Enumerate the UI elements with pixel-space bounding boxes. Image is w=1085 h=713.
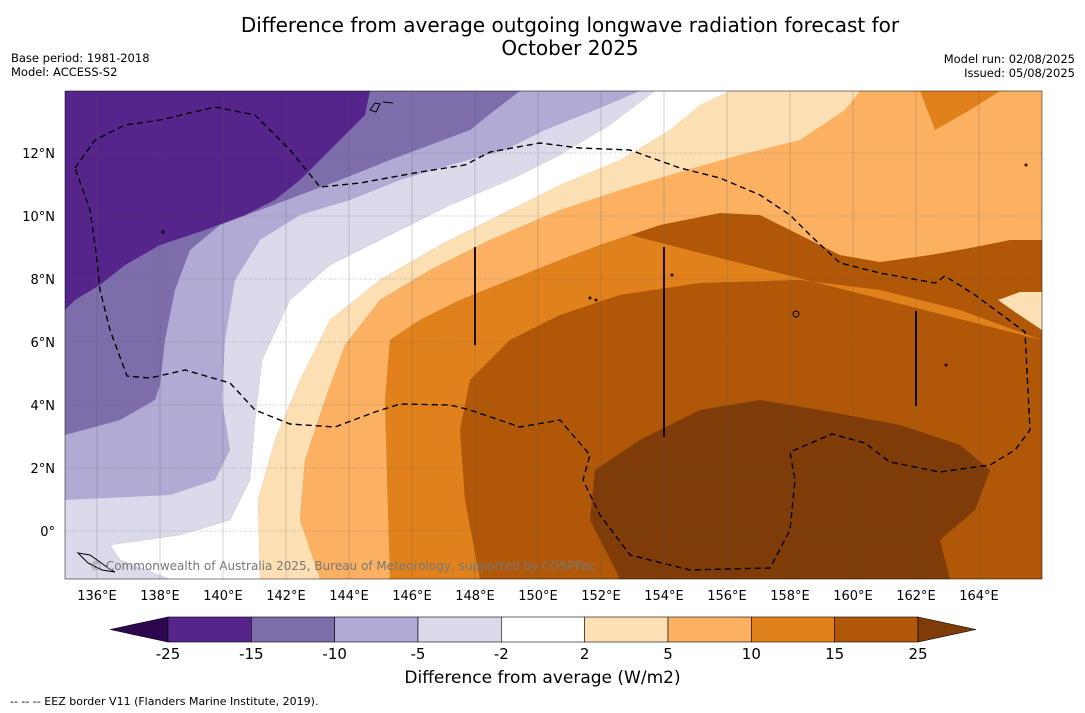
island-outlines [76, 101, 1028, 573]
lat-label: 2°N [31, 462, 56, 477]
colorbar-swatch [834, 616, 919, 643]
contour-band-neg15 [65, 91, 370, 310]
title-line-2: October 2025 [501, 36, 639, 60]
title-line-1: Difference from average outgoing longwav… [240, 13, 900, 37]
colorbar-tick-label: -25 [156, 645, 181, 663]
lon-label: 148°E [455, 589, 495, 604]
lon-label: 150°E [518, 589, 558, 604]
contour-patch-west [65, 285, 100, 365]
lon-label: 142°E [266, 589, 306, 604]
colorbar-tick-label: -15 [239, 645, 264, 663]
longitude-labels: 136°E 138°E 140°E 142°E 144°E 146°E 148°… [77, 589, 999, 604]
colorbar-swatch [167, 616, 252, 643]
colorbar-swatch [584, 616, 669, 643]
colorbar-extend-low [109, 616, 169, 643]
colorbar-swatch [417, 616, 502, 643]
contour-band-5 [65, 91, 1042, 579]
lon-label: 158°E [770, 589, 810, 604]
lat-label: 6°N [31, 336, 56, 351]
colorbar-swatch [751, 616, 835, 643]
meta-right: Model run: 02/08/2025 Issued: 05/08/2025 [944, 52, 1075, 80]
model-text: Model: ACCESS-S2 [11, 65, 118, 79]
lat-label: 12°N [22, 147, 55, 162]
base-period-text: Base period: 1981-2018 [11, 51, 150, 65]
colorbar: -25 -15 -10 -5 -2 2 5 10 15 25 [109, 616, 977, 663]
map-frame [64, 90, 1043, 580]
lat-label: 8°N [31, 273, 56, 288]
lon-label: 146°E [392, 589, 432, 604]
eez-vertical-lines [474, 247, 917, 437]
colorbar-tick-label: 2 [580, 645, 590, 663]
colorbar-tick-label: 10 [742, 645, 761, 663]
lon-label: 136°E [77, 589, 117, 604]
lat-label: 4°N [31, 399, 56, 414]
colorbar-tick-label: 15 [825, 645, 844, 663]
credit-text: © Commonwealth of Australia 2025, Bureau… [90, 559, 595, 573]
lon-label: 144°E [329, 589, 369, 604]
lon-label: 156°E [707, 589, 747, 604]
eez-border-line [74, 106, 1031, 571]
colorbar-swatch [334, 616, 419, 643]
lon-label: 152°E [581, 589, 621, 604]
lon-label: 164°E [959, 589, 999, 604]
colorbar-swatch [667, 616, 752, 643]
lat-label: 0° [40, 525, 55, 540]
colorbar-tick-label: 25 [908, 645, 927, 663]
lon-label: 160°E [833, 589, 873, 604]
eez-legend-note: -- -- -- EEZ border V11 (Flanders Marine… [10, 695, 319, 708]
colorbar-tick-label: 5 [663, 645, 673, 663]
contour-fill-layer [65, 91, 1042, 579]
contour-band-2 [65, 91, 860, 579]
colorbar-tick-label: -2 [494, 645, 509, 663]
lon-label: 162°E [896, 589, 936, 604]
latitude-labels: 12°N 10°N 8°N 6°N 4°N 2°N 0° [22, 147, 55, 540]
colorbar-swatch [501, 616, 585, 643]
lon-label: 154°E [644, 589, 684, 604]
lat-label: 10°N [22, 210, 55, 225]
colorbar-extend-high [917, 616, 977, 643]
lon-label: 138°E [140, 589, 180, 604]
model-run-text: Model run: 02/08/2025 [943, 52, 1075, 66]
chart-title: Difference from average outgoing longwav… [0, 14, 1085, 60]
contour-patch-east [998, 292, 1042, 330]
lon-label: 140°E [203, 589, 243, 604]
colorbar-title: Difference from average (W/m2) [404, 668, 681, 688]
colorbar-swatch [251, 616, 335, 643]
colorbar-tick-label: -5 [411, 645, 426, 663]
issued-text: Issued: 05/08/2025 [964, 66, 1075, 80]
colorbar-tick-label: -10 [322, 645, 347, 663]
meta-left: Base period: 1981-2018 Model: ACCESS-S2 [11, 51, 150, 79]
